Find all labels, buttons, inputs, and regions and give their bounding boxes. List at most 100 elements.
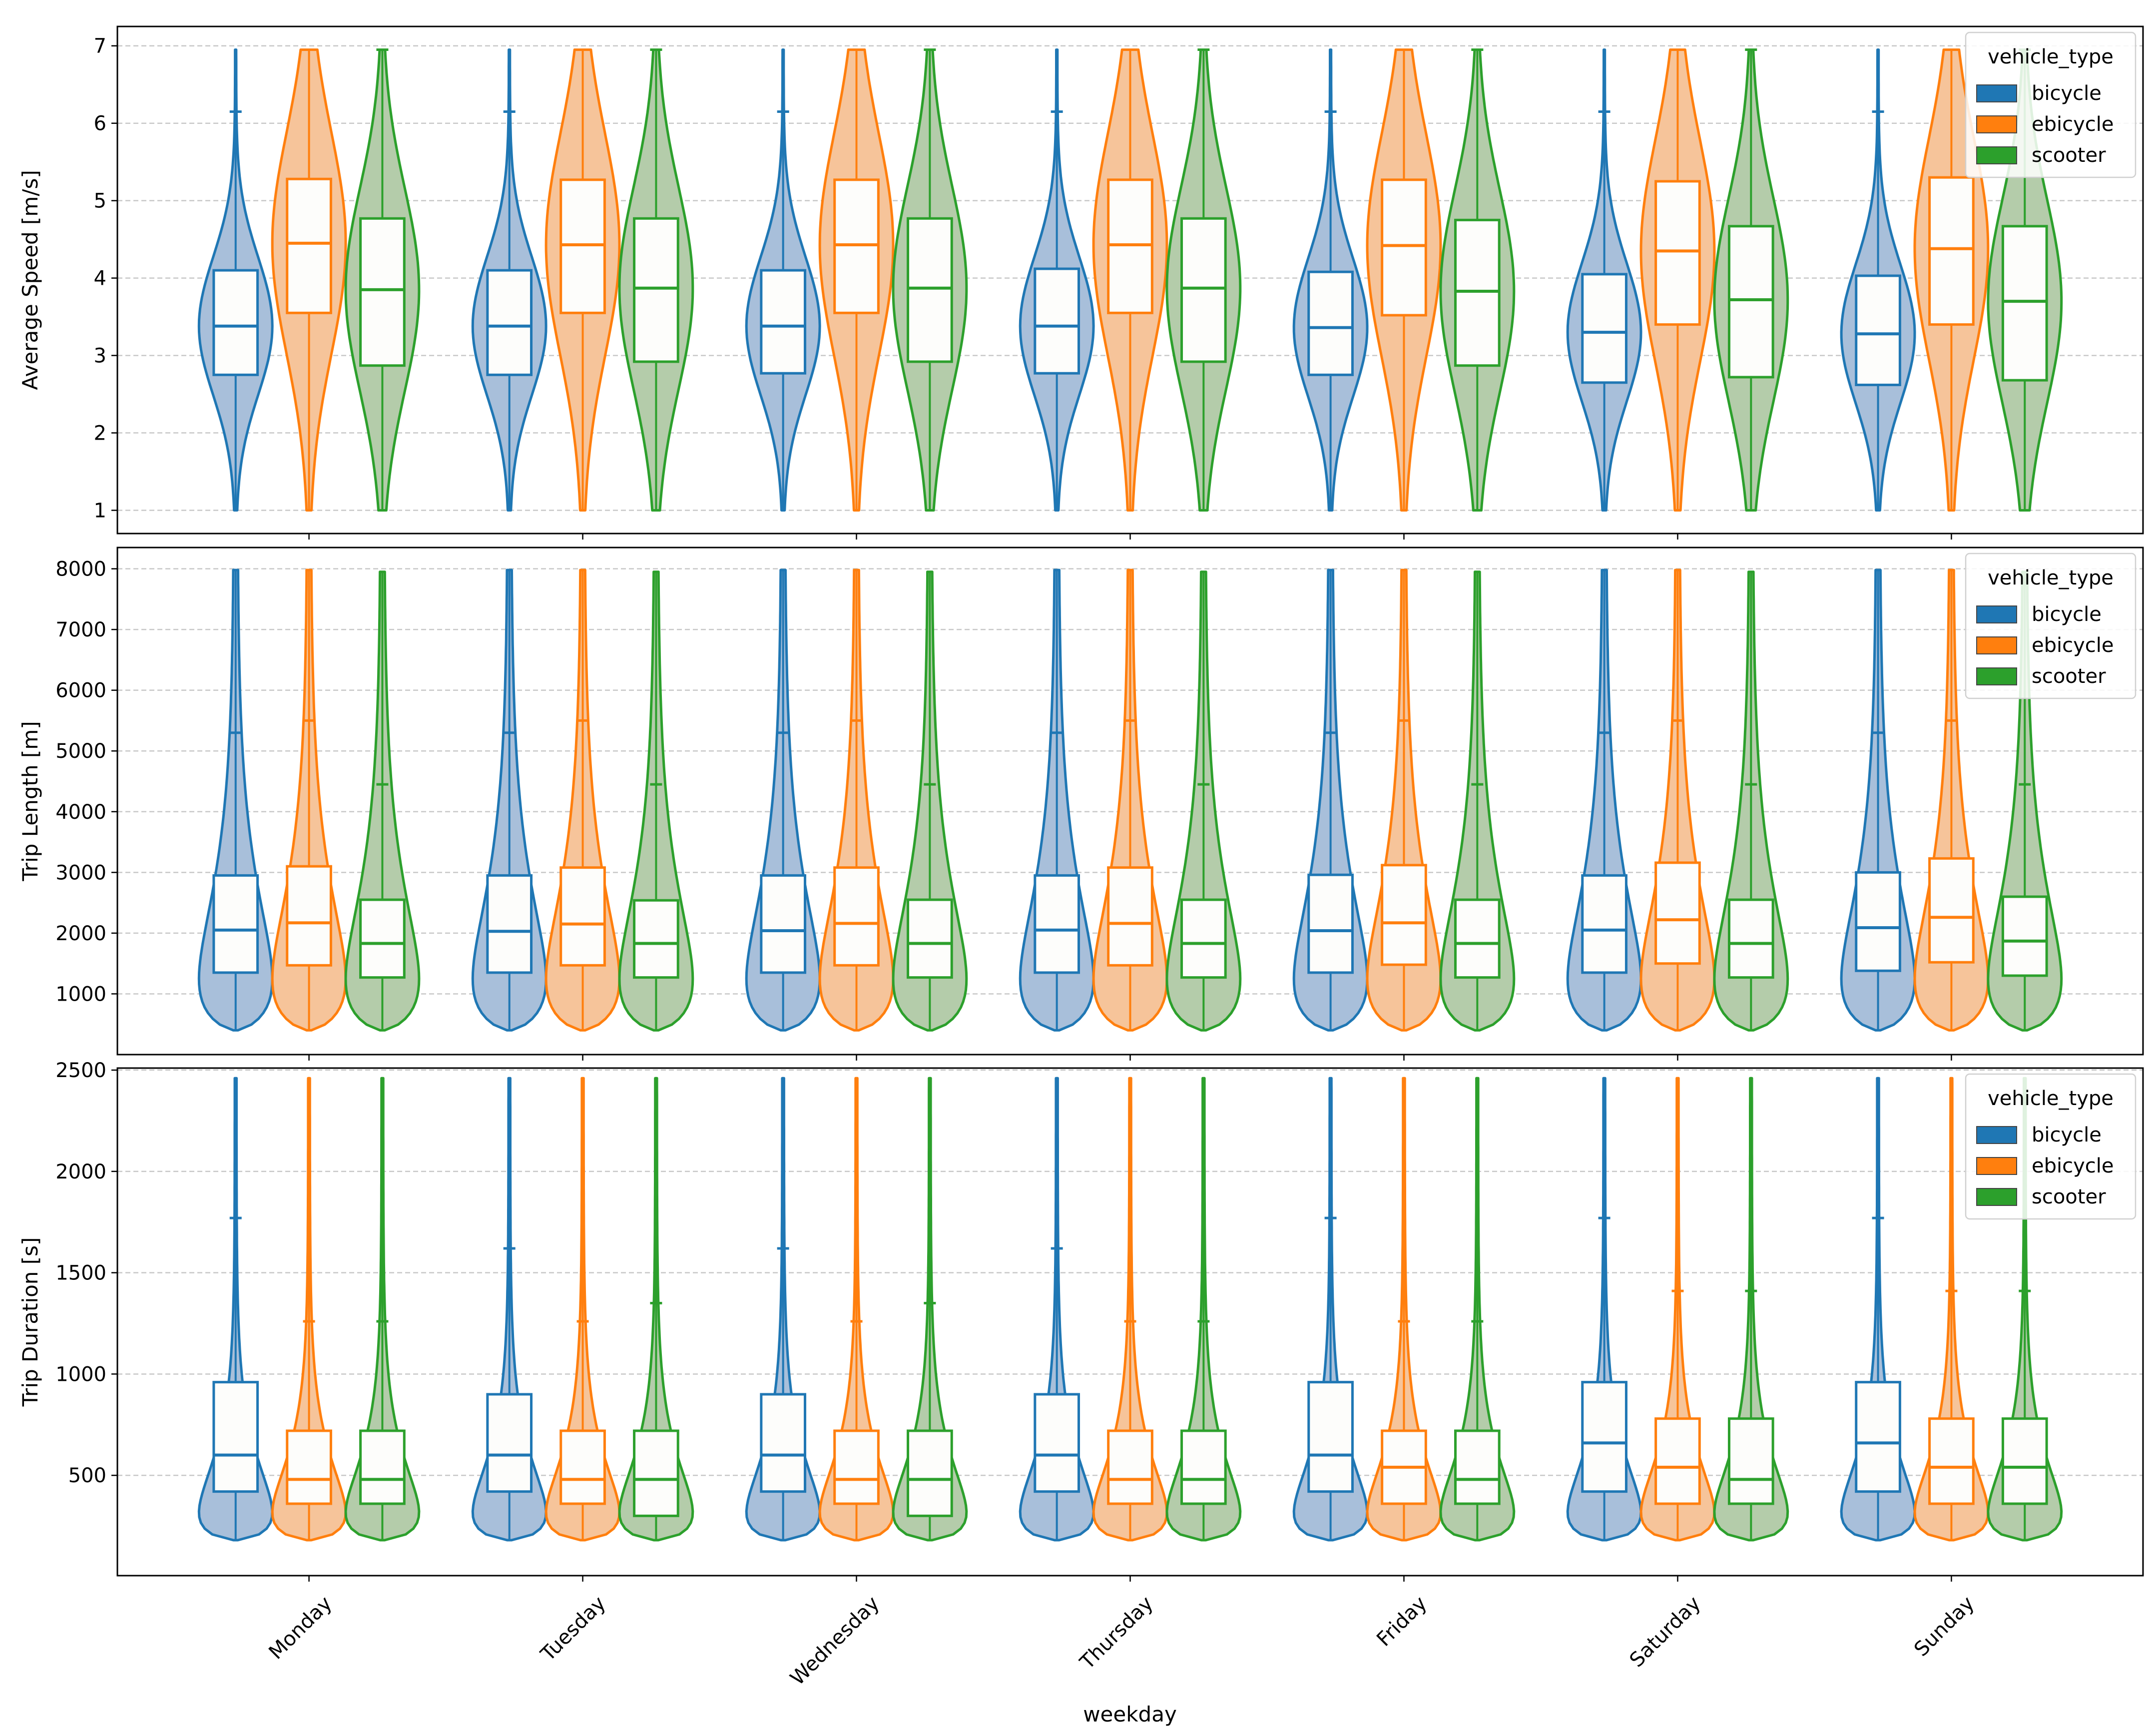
violin-scooter-tuesday bbox=[618, 1077, 694, 1542]
violin-ebicycle-friday bbox=[1366, 1077, 1442, 1542]
iqr-box bbox=[1107, 178, 1153, 314]
y-tick-label: 3 bbox=[94, 345, 106, 368]
iqr-box bbox=[1034, 267, 1080, 375]
iqr-box bbox=[286, 177, 332, 314]
iqr-box bbox=[1654, 861, 1701, 965]
iqr-box bbox=[1454, 1429, 1501, 1505]
iqr-box bbox=[286, 1429, 332, 1505]
violin-scooter-friday bbox=[1439, 1077, 1516, 1542]
legend-box bbox=[1965, 553, 2137, 699]
iqr-box bbox=[1727, 1417, 1774, 1505]
iqr-box bbox=[1180, 217, 1227, 363]
iqr-box bbox=[1727, 225, 1774, 379]
violin-ebicycle-saturday bbox=[1639, 48, 1716, 512]
panel-1: 1 2 3 4 5 6 7 Average Speed [m/s] vehicle_typebi… bbox=[18, 25, 2144, 540]
legend-label-bicycle: bicycle bbox=[2032, 603, 2102, 626]
violin-ebicycle-thursday bbox=[1092, 48, 1168, 512]
panel-3: 500 1000 1500 2000 2500 Trip Duration [s] vehi… bbox=[18, 1059, 2144, 1582]
y-axis-label: Trip Length [m] bbox=[18, 721, 42, 881]
violin-bicycle-monday bbox=[197, 569, 274, 1032]
legend-box bbox=[1965, 1073, 2137, 1220]
iqr-box bbox=[1307, 270, 1354, 376]
iqr-box bbox=[1381, 178, 1427, 317]
iqr-box bbox=[1581, 273, 1627, 384]
y-tick-label: 3000 bbox=[55, 861, 106, 884]
iqr-box bbox=[1180, 1429, 1227, 1505]
iqr-box bbox=[633, 899, 679, 979]
violin-bicycle-thursday bbox=[1019, 48, 1095, 512]
legend-label-ebicycle: ebicycle bbox=[2032, 634, 2114, 657]
iqr-box bbox=[359, 1429, 406, 1505]
y-tick-label: 5 bbox=[94, 190, 106, 213]
violin-scooter-friday bbox=[1439, 48, 1516, 512]
iqr-box bbox=[1654, 1417, 1701, 1505]
violin-marks bbox=[197, 48, 2063, 512]
legend-label-ebicycle: ebicycle bbox=[2032, 113, 2114, 136]
violin-bicycle-thursday bbox=[1019, 1077, 1095, 1542]
legend-title: vehicle_type bbox=[1988, 45, 2114, 68]
violin-ebicycle-sunday bbox=[1913, 569, 1990, 1032]
violin-scooter-wednesday bbox=[892, 1077, 968, 1542]
iqr-box bbox=[359, 217, 406, 367]
y-tick-label: 1500 bbox=[55, 1262, 106, 1285]
violin-ebicycle-wednesday bbox=[818, 569, 895, 1032]
violin-scooter-saturday bbox=[1713, 571, 1789, 1032]
y-tick-label: 2000 bbox=[55, 1160, 106, 1183]
legend-swatch-scooter bbox=[1976, 667, 2017, 685]
iqr-box bbox=[1855, 871, 1901, 972]
iqr-box bbox=[2001, 895, 2048, 977]
y-tick-label: 4 bbox=[94, 267, 106, 290]
violin-bicycle-sunday bbox=[1840, 1077, 1916, 1542]
y-tick-label: 2500 bbox=[55, 1059, 106, 1082]
iqr-box bbox=[833, 866, 880, 967]
violin-scooter-saturday bbox=[1713, 1077, 1789, 1542]
violin-marks bbox=[197, 1077, 2063, 1542]
iqr-box bbox=[1581, 1381, 1627, 1493]
iqr-box bbox=[212, 269, 259, 376]
violin-scooter-friday bbox=[1439, 571, 1516, 1032]
iqr-box bbox=[907, 1429, 953, 1517]
violin-bicycle-tuesday bbox=[471, 569, 547, 1032]
x-axis-label: weekday bbox=[1083, 1702, 1177, 1727]
legend-label-bicycle: bicycle bbox=[2032, 82, 2102, 105]
legend-box bbox=[1965, 31, 2137, 178]
violin-ebicycle-tuesday bbox=[544, 569, 621, 1032]
y-tick-label: 1000 bbox=[55, 1363, 106, 1386]
y-axis-label: Average Speed [m/s] bbox=[18, 170, 42, 390]
violin-bicycle-saturday bbox=[1566, 569, 1642, 1032]
violin-scooter-tuesday bbox=[618, 571, 694, 1032]
legend-swatch-bicycle bbox=[1976, 605, 2017, 623]
violin-bicycle-monday bbox=[197, 48, 274, 512]
violin-bicycle-friday bbox=[1292, 569, 1369, 1032]
iqr-box bbox=[1454, 898, 1501, 979]
iqr-box bbox=[359, 898, 406, 979]
iqr-box bbox=[1928, 857, 1975, 964]
y-tick-label: 2000 bbox=[55, 922, 106, 945]
violin-bicycle-saturday bbox=[1566, 48, 1642, 512]
violin-scooter-monday bbox=[344, 1077, 421, 1542]
violin-scooter-saturday bbox=[1713, 48, 1789, 512]
iqr-box bbox=[907, 217, 953, 363]
iqr-box bbox=[833, 178, 880, 314]
violin-bicycle-saturday bbox=[1566, 1077, 1642, 1542]
iqr-box bbox=[1928, 1417, 1975, 1505]
iqr-box bbox=[2001, 1417, 2048, 1505]
iqr-box bbox=[1928, 176, 1975, 326]
violin-bicycle-sunday bbox=[1840, 48, 1916, 512]
iqr-box bbox=[1454, 218, 1501, 367]
violin-bicycle-monday bbox=[197, 1077, 274, 1542]
violin-ebicycle-monday bbox=[271, 569, 347, 1032]
violin-ebicycle-thursday bbox=[1092, 1077, 1168, 1542]
violin-scooter-sunday bbox=[1987, 571, 2063, 1032]
iqr-box bbox=[1034, 1393, 1080, 1493]
iqr-box bbox=[212, 1381, 259, 1493]
violin-scooter-tuesday bbox=[618, 48, 694, 512]
y-tick-label: 500 bbox=[68, 1464, 106, 1487]
iqr-box bbox=[1307, 1381, 1354, 1493]
iqr-box bbox=[1855, 274, 1901, 386]
panel-2: 1000 2000 3000 4000 5000 6000 7000 8000 Trip Len… bbox=[18, 547, 2144, 1061]
violin-scooter-thursday bbox=[1165, 48, 1242, 512]
